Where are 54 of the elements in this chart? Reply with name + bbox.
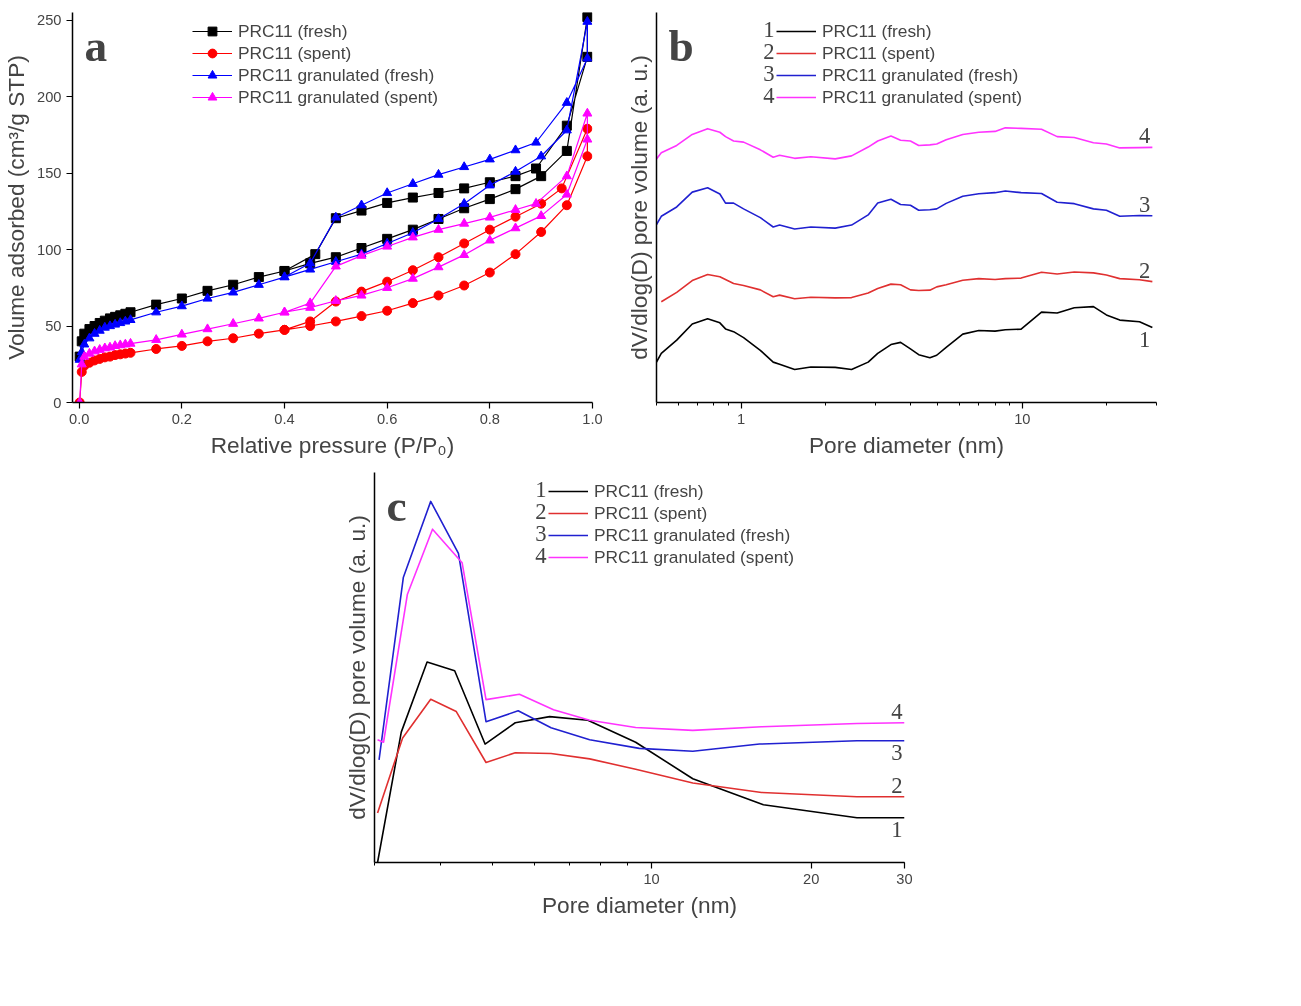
chart-title: b xyxy=(668,20,694,71)
x-tick-label: 1 xyxy=(737,410,746,427)
annotation: 4 xyxy=(1139,123,1151,149)
x-axis-title: Pore diameter (nm) xyxy=(808,431,1005,458)
text: 4 xyxy=(763,83,775,108)
x-tick-label: 0.0 xyxy=(68,410,90,427)
y-tick-label: 0 xyxy=(53,394,62,411)
legend-label: PRC11 granulated (spent) xyxy=(822,86,1023,108)
x-tick-label: 0.6 xyxy=(376,410,398,427)
annotation: 3 xyxy=(891,739,903,765)
legend-label: PRC11 (fresh) xyxy=(238,20,348,42)
text: 2 xyxy=(763,39,775,64)
legend-label: PRC11 (spent) xyxy=(238,42,352,64)
y-axis-title: Volume adsorbed (cm³/g STP) xyxy=(3,55,30,360)
legend-label: PRC11 (fresh) xyxy=(594,480,704,502)
y-axis-title: dV/dlog(D) pore volume (a. u.) xyxy=(625,55,652,360)
annotation: 4 xyxy=(891,698,903,724)
x-tick-label: 1.0 xyxy=(582,410,603,427)
legend-label: PRC11 (fresh) xyxy=(822,20,932,42)
x-tick-label: 0.4 xyxy=(274,410,295,427)
x-tick-label: 0.2 xyxy=(171,410,193,427)
x-axis-title: Relative pressure (P/P₀) xyxy=(210,431,455,458)
legend-label: PRC11 (spent) xyxy=(594,502,708,524)
y-tick-label: 200 xyxy=(37,88,62,105)
x-axis-title: Pore diameter (nm) xyxy=(541,891,738,918)
annotation: 3 xyxy=(1139,191,1151,217)
y-tick-label: 50 xyxy=(45,318,62,335)
legend-label: PRC11 (spent) xyxy=(822,42,936,64)
x-tick-label: 10 xyxy=(643,870,660,887)
legend-label: PRC11 granulated (spent) xyxy=(594,546,795,568)
text: 1 xyxy=(763,17,775,42)
x-tick-label: 20 xyxy=(803,870,820,887)
text: 3 xyxy=(535,521,547,546)
x-tick-label: 30 xyxy=(896,870,913,887)
y-axis-title: dV/dlog(D) pore volume (a. u.) xyxy=(343,515,370,820)
text: 2 xyxy=(535,499,547,524)
text: 1 xyxy=(535,477,547,502)
annotation: 1 xyxy=(891,816,903,842)
x-tick-label: 0.8 xyxy=(479,410,501,427)
annotation: 1 xyxy=(1139,326,1151,352)
annotation: 2 xyxy=(891,772,903,798)
legend-label: PRC11 granulated (spent) xyxy=(238,86,439,108)
chart-title: c xyxy=(386,480,407,531)
x-tick-label: 10 xyxy=(1014,410,1031,427)
chart-title: a xyxy=(84,20,108,71)
y-tick-label: 100 xyxy=(37,241,62,258)
y-tick-label: 250 xyxy=(37,12,62,29)
text: 4 xyxy=(535,543,547,568)
legend-label: PRC11 granulated (fresh) xyxy=(594,524,791,546)
text: 3 xyxy=(763,61,775,86)
annotation: 2 xyxy=(1139,257,1151,283)
legend-label: PRC11 granulated (fresh) xyxy=(238,64,435,86)
y-tick-label: 150 xyxy=(37,165,62,182)
legend-label: PRC11 granulated (fresh) xyxy=(822,64,1019,86)
